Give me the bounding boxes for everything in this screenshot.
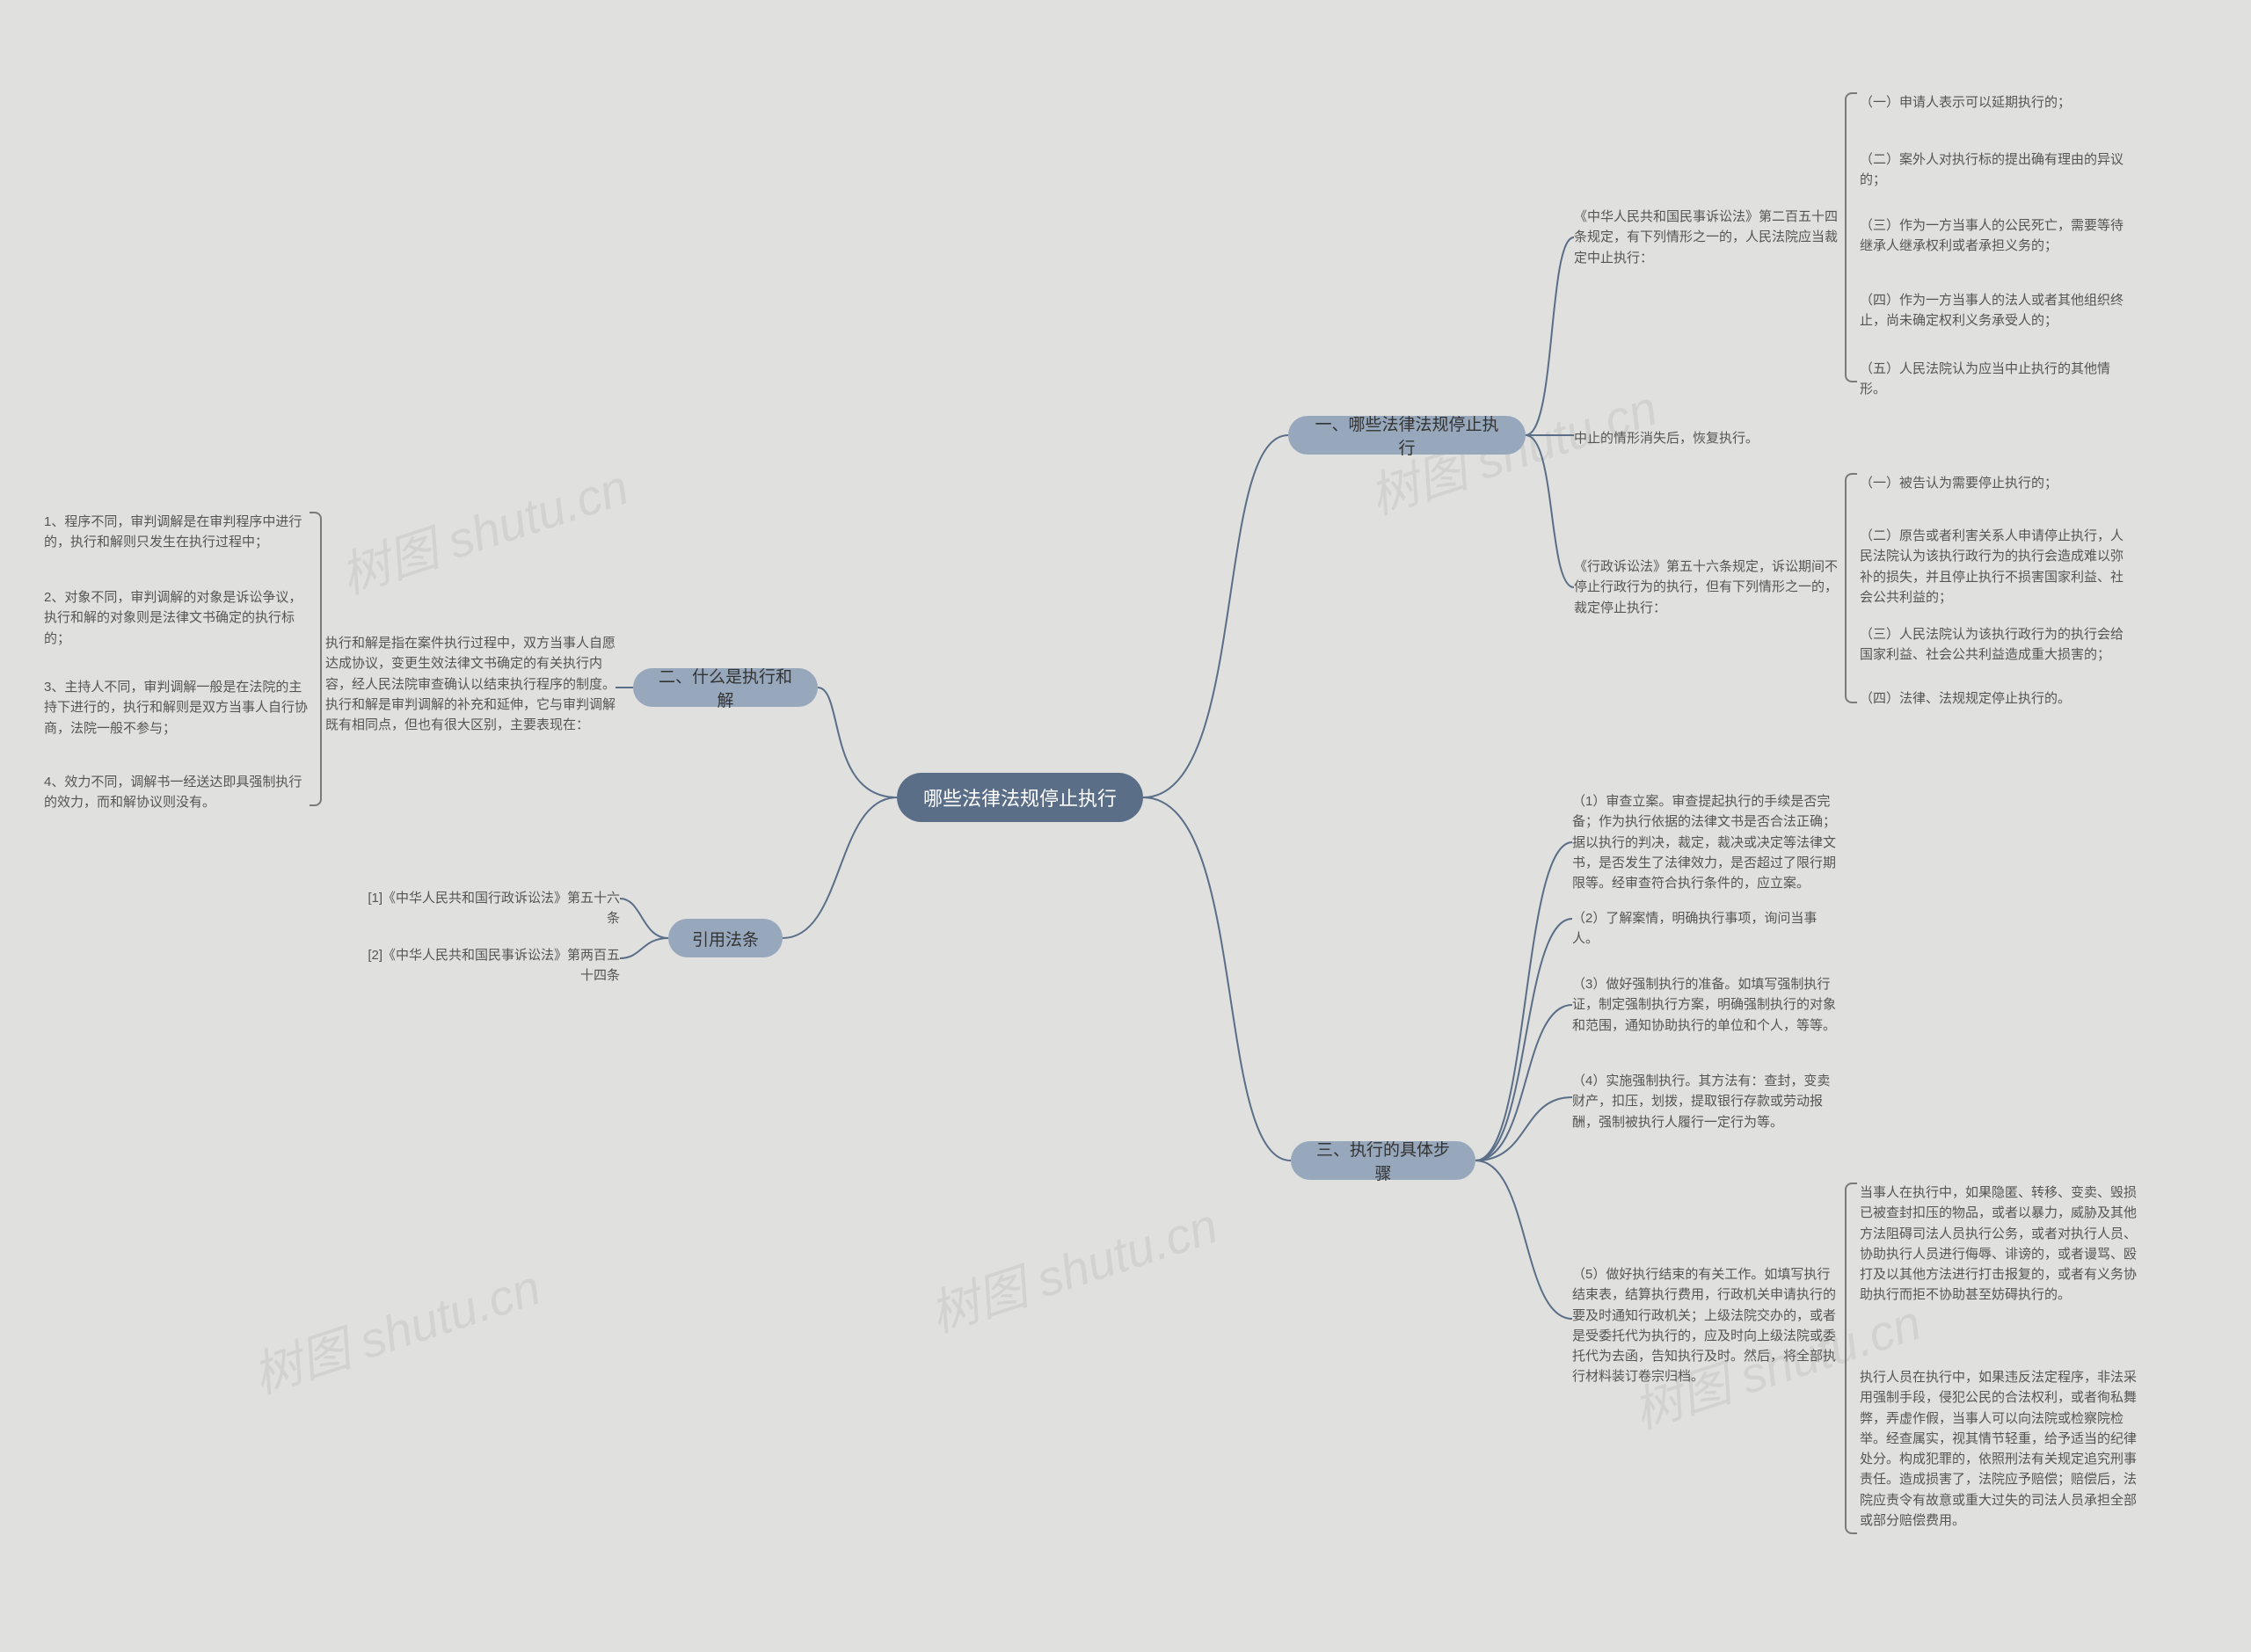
leaf-b3-5-2: 执行人员在执行中，如果违反法定程序，非法采用强制手段，侵犯公民的合法权利，或者徇… [1860,1367,2137,1531]
leaf-b1c-2: （二）原告或者利害关系人申请停止执行，人民法院认为该执行政行为的执行会造成难以弥… [1860,526,2132,608]
leaf-b3-1: （1）审查立案。审查提起执行的手续是否完备；作为执行依据的法律文书是否合法正确；… [1572,791,1836,893]
leaf-b1c-1: （一）被告认为需要停止执行的； [1860,473,2088,493]
bracket-b1c [1845,473,1857,703]
bracket-b2 [310,512,322,806]
leaf-b1a-1: （一）申请人表示可以延期执行的； [1860,92,2088,113]
leaf-b3-3: （3）做好强制执行的准备。如填写强制执行证，制定强制执行方案，明确强制执行的对象… [1572,974,1836,1036]
watermark: 树图 shutu.cn [331,448,637,608]
leaf-b2-3: 3、主持人不同，审判调解一般是在法院的主持下进行的，执行和解则是双方当事人自行协… [44,677,308,739]
leaf-b1-b: 中止的情形消失后，恢复执行。 [1574,428,1794,448]
leaf-b1-c: 《行政诉讼法》第五十六条规定，诉讼期间不停止行政行为的执行，但有下列情形之一的，… [1574,557,1838,618]
leaf-b2-main: 执行和解是指在案件执行过程中，双方当事人自愿达成协议，变更生效法律文书确定的有关… [325,633,616,735]
leaf-b1a-4: （四）作为一方当事人的法人或者其他组织终止，尚未确定权利义务承受人的； [1860,290,2124,331]
leaf-b2-2: 2、对象不同，审判调解的对象是诉讼争议，执行和解的对象则是法律文书确定的执行标的… [44,587,308,649]
branch-label: 一、哪些法律法规停止执行 [1309,411,1504,459]
root-node: 哪些法律法规停止执行 [897,773,1143,822]
bracket-b3-5 [1845,1183,1857,1534]
leaf-b1a-2: （二）案外人对执行标的提出确有理由的异议的； [1860,149,2124,191]
leaf-b3-5: （5）做好执行结束的有关工作。如填写执行结束表，结算执行费用，行政机关申请执行的… [1572,1264,1836,1387]
leaf-b2-1: 1、程序不同，审判调解是在审判程序中进行的，执行和解则只发生在执行过程中； [44,512,308,553]
leaf-b1a-3: （三）作为一方当事人的公民死亡，需要等待继承人继承权利或者承担义务的； [1860,215,2124,257]
leaf-b1c-4: （四）法律、法规规定停止执行的。 [1860,688,2106,709]
branch-node-2: 二、什么是执行和解 [633,668,818,707]
watermark: 树图 shutu.cn [243,1248,549,1408]
leaf-b4-2: [2]《中华人民共和国民事诉讼法》第两百五十四条 [356,945,620,986]
watermark: 树图 shutu.cn [920,1187,1226,1347]
leaf-b3-5-1: 当事人在执行中，如果隐匿、转移、变卖、毁损已被查封扣压的物品，或者以暴力，威胁及… [1860,1183,2137,1306]
leaf-b1a-5: （五）人民法院认为应当中止执行的其他情形。 [1860,359,2124,400]
branch-label: 引用法条 [692,927,759,950]
leaf-b1c-3: （三）人民法院认为该执行政行为的执行会给国家利益、社会公共利益造成重大损害的； [1860,624,2132,666]
leaf-b4-1: [1]《中华人民共和国行政诉讼法》第五十六条 [356,888,620,929]
branch-node-3: 三、执行的具体步骤 [1291,1141,1475,1180]
leaf-b3-4: （4）实施强制执行。其方法有：查封，变卖财产，扣压，划拨，提取银行存款或劳动报酬… [1572,1071,1836,1132]
bracket-b1a [1845,92,1857,382]
branch-node-4: 引用法条 [668,919,783,957]
leaf-b2-4: 4、效力不同，调解书一经送达即具强制执行的效力，而和解协议则没有。 [44,772,308,813]
branch-node-1: 一、哪些法律法规停止执行 [1288,416,1526,455]
leaf-b3-2: （2）了解案情，明确执行事项，询问当事人。 [1572,908,1836,950]
branch-label: 三、执行的具体步骤 [1312,1137,1454,1184]
branch-label: 二、什么是执行和解 [654,664,797,711]
root-label: 哪些法律法规停止执行 [923,783,1117,811]
leaf-b1-a: 《中华人民共和国民事诉讼法》第二百五十四条规定，有下列情形之一的，人民法院应当裁… [1574,207,1838,268]
